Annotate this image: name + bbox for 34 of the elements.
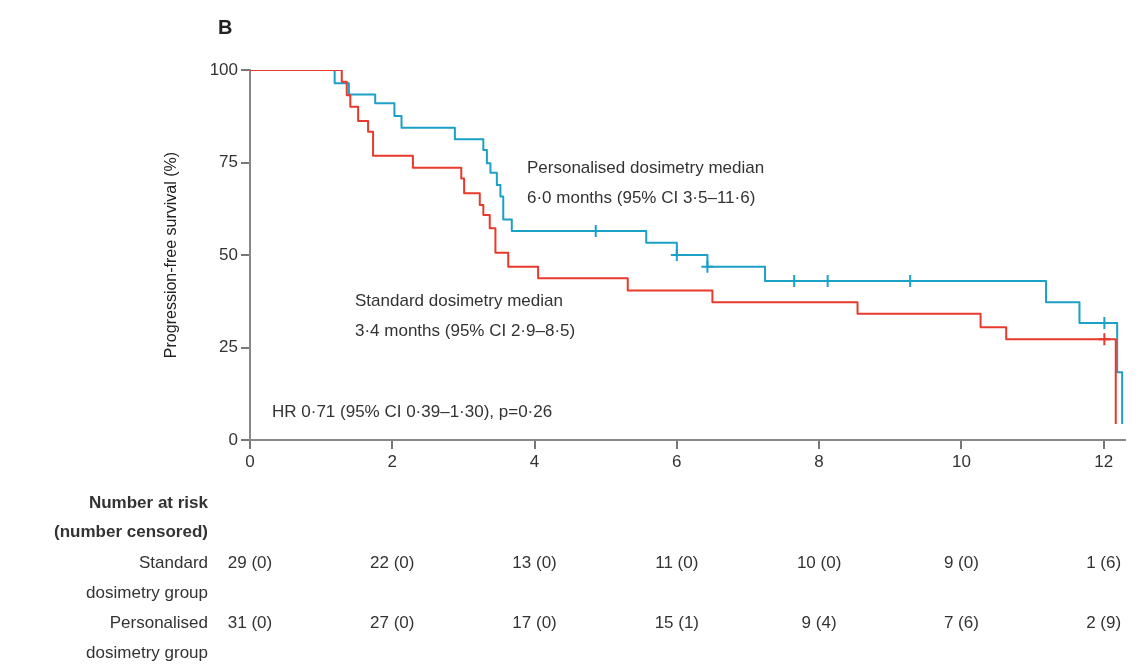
text: 27 (0) bbox=[370, 612, 415, 632]
text: Number at risk (number censored) bbox=[54, 492, 209, 541]
y-tick-label: 25 bbox=[219, 337, 238, 357]
text: 29 (0) bbox=[227, 552, 273, 572]
chart-title: B bbox=[218, 15, 233, 38]
annotation: Standard dosimetry median 3·4 months (95% CI 2·9–8·5) bbox=[355, 290, 576, 340]
text: 9 (0) bbox=[943, 552, 979, 572]
text: 9 (4) bbox=[801, 612, 837, 632]
text: 7 (6) bbox=[943, 612, 979, 632]
x-tick-label: 0 bbox=[245, 451, 255, 471]
x-tick-label: 4 bbox=[529, 451, 540, 471]
text: Standard dosimetry group bbox=[86, 552, 208, 602]
text: 15 (1) bbox=[654, 612, 700, 632]
text: 13 (0) bbox=[512, 552, 557, 572]
text: 31 (0) bbox=[227, 612, 273, 632]
text: 1 (6) bbox=[1086, 552, 1122, 572]
x-tick-label: 10 bbox=[951, 451, 971, 471]
x-tick-label: 2 bbox=[387, 451, 398, 471]
x-tick-label: 12 bbox=[1094, 451, 1114, 471]
text: 11 (0) bbox=[655, 552, 699, 572]
text: 10 (0) bbox=[796, 552, 842, 572]
annotation: Personalised dosimetry median 6·0 months (95% CI 3·5–11·6) bbox=[527, 157, 765, 207]
text: 17 (0) bbox=[512, 612, 557, 632]
y-tick-label: 75 bbox=[219, 152, 238, 172]
annotation: HR 0·71 (95% CI 0·39–1·30), p=0·26 bbox=[272, 401, 553, 421]
text: 22 (0) bbox=[370, 552, 415, 572]
x-tick-label: 8 bbox=[814, 451, 824, 471]
y-tick-label: 0 bbox=[228, 429, 238, 449]
text: Personalised dosimetry group bbox=[86, 612, 208, 662]
text: 2 (9) bbox=[1086, 612, 1122, 632]
y-tick-label: 100 bbox=[209, 59, 238, 79]
x-tick-label: 6 bbox=[672, 451, 682, 471]
y-axis-title: Progression-free survival (%) bbox=[162, 151, 180, 359]
y-tick-label: 50 bbox=[219, 244, 238, 264]
